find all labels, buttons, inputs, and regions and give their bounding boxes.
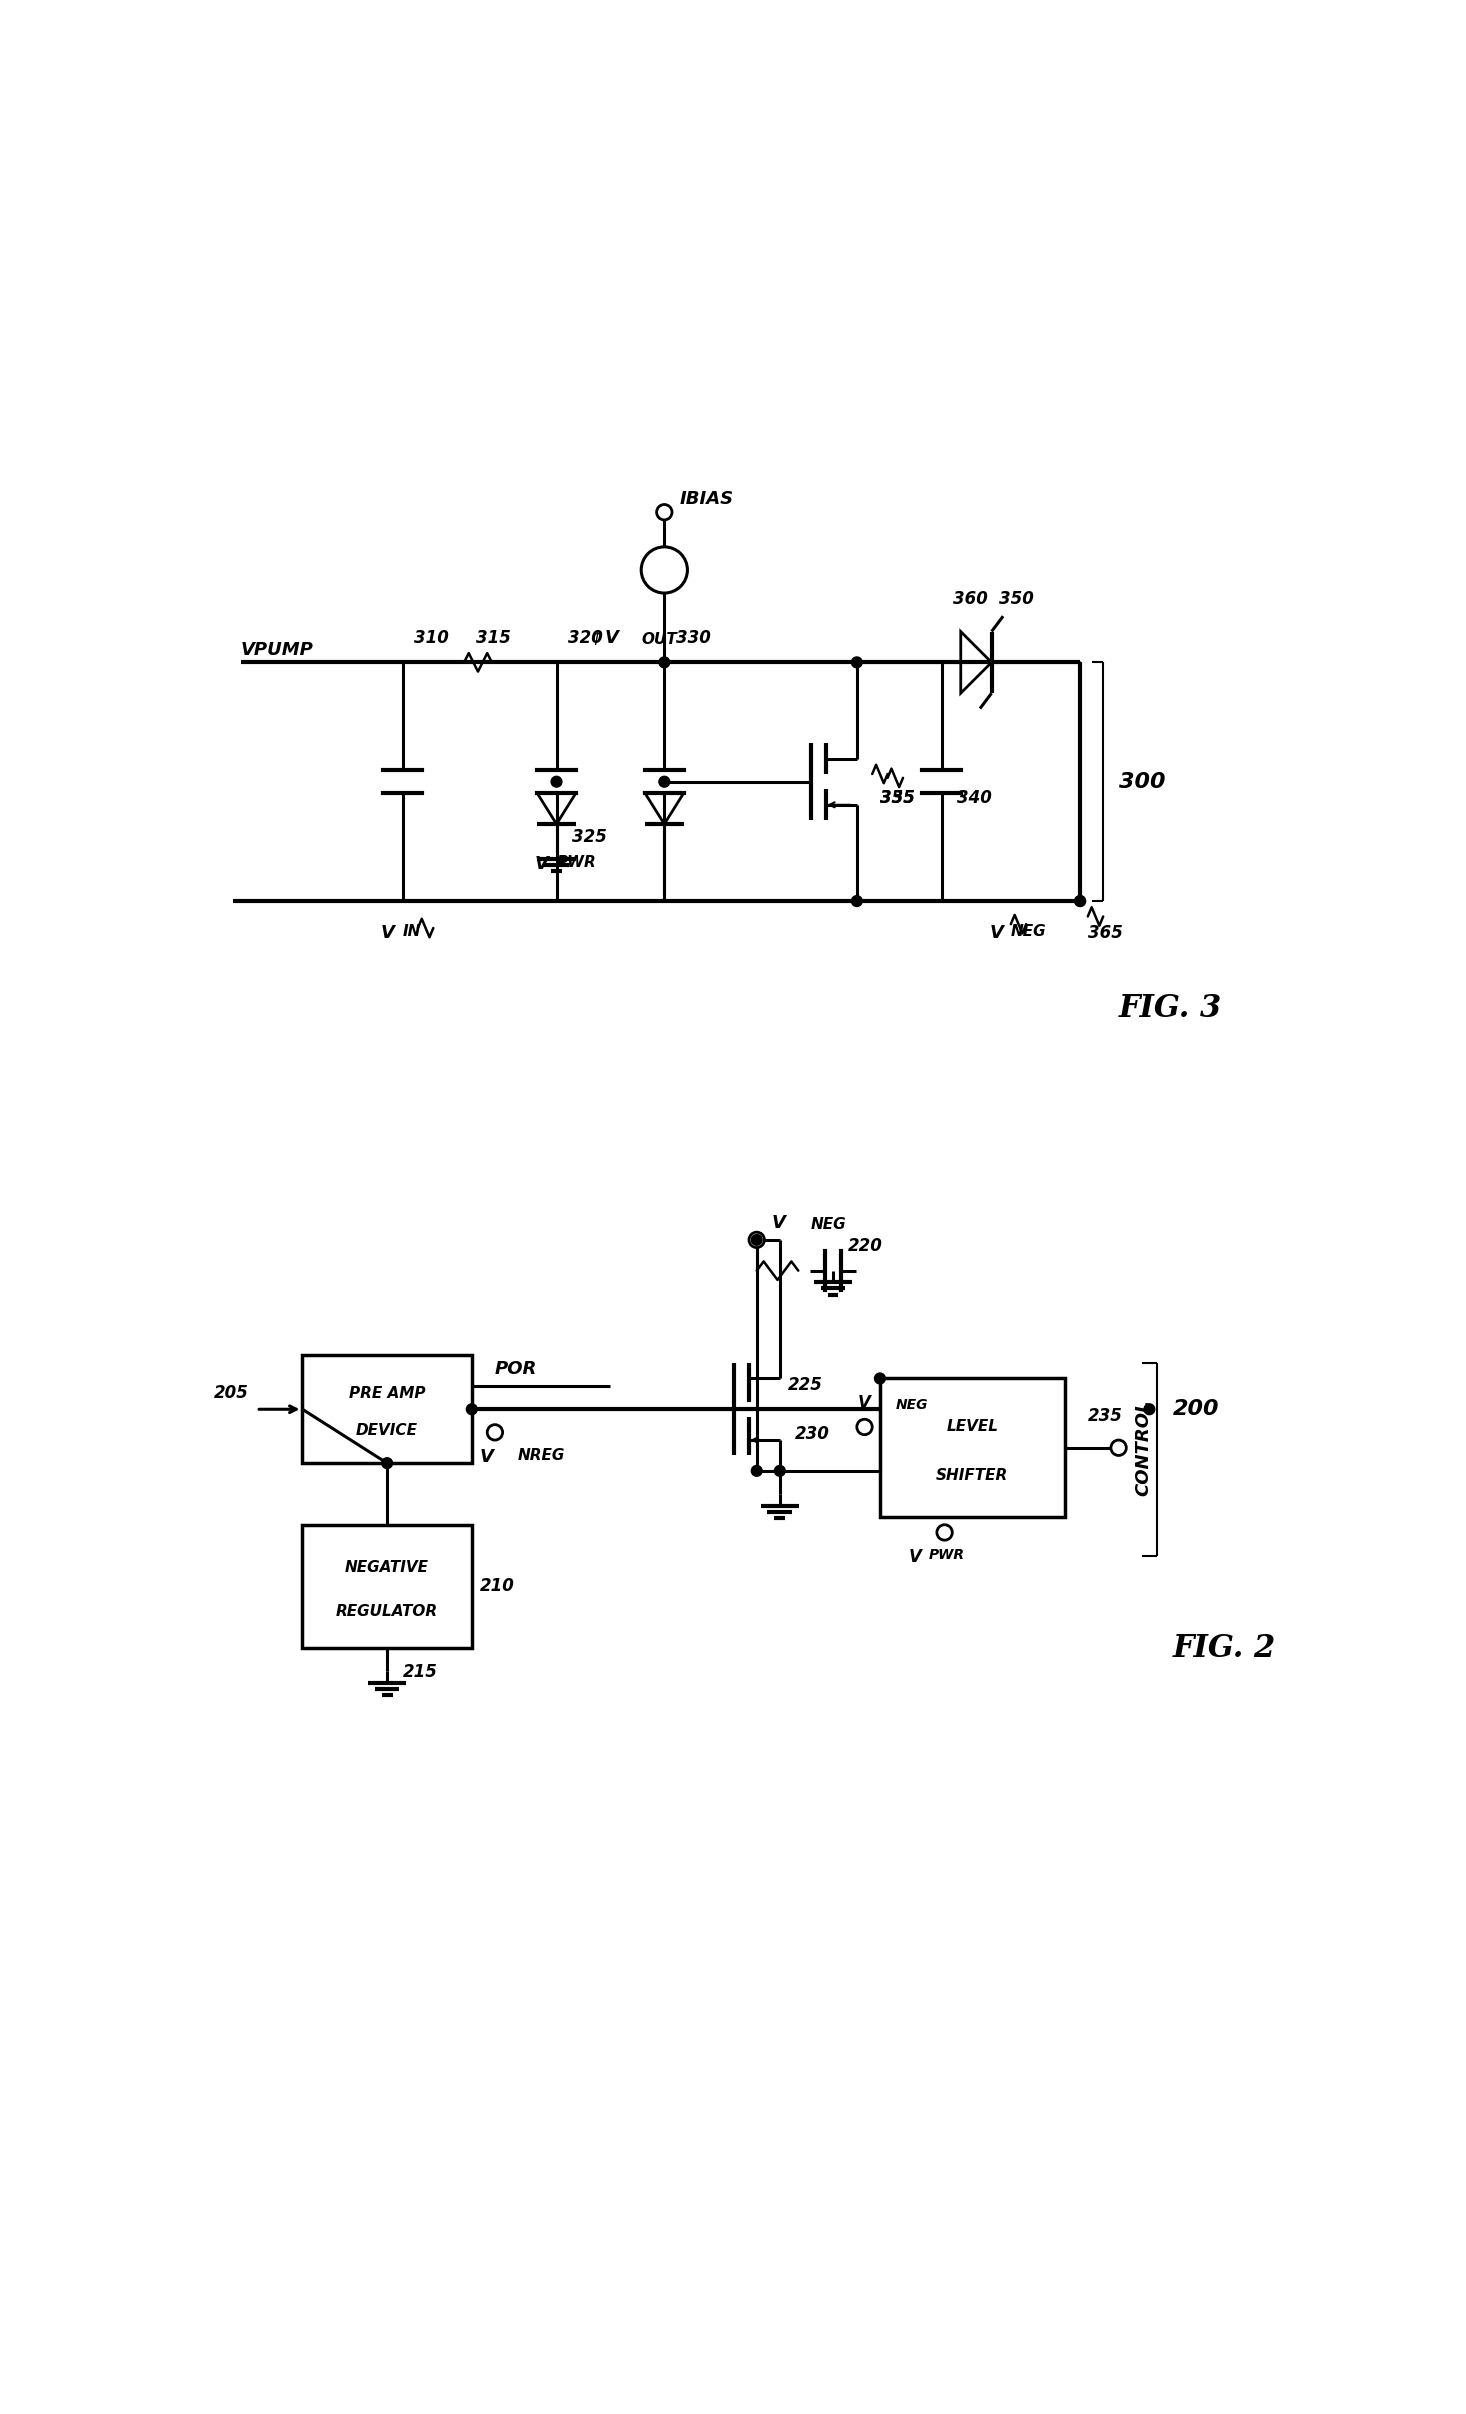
Text: 340: 340 [957, 789, 992, 806]
Text: 355: 355 [880, 789, 915, 806]
Circle shape [856, 1419, 872, 1434]
Text: V: V [858, 1393, 871, 1412]
Text: PWR: PWR [557, 855, 597, 869]
Text: POR: POR [496, 1361, 538, 1378]
Text: NEGATIVE: NEGATIVE [345, 1559, 430, 1576]
Circle shape [657, 505, 671, 519]
Text: 320: 320 [567, 630, 603, 647]
Text: V: V [604, 630, 619, 647]
Text: 220: 220 [849, 1238, 883, 1255]
Text: 200: 200 [1173, 1400, 1220, 1419]
Text: V: V [990, 925, 1003, 941]
Text: 210: 210 [479, 1576, 515, 1596]
Text: V: V [909, 1547, 922, 1567]
Text: PRE AMP: PRE AMP [349, 1386, 425, 1400]
Text: NREG: NREG [517, 1448, 566, 1463]
Text: 350: 350 [1000, 591, 1034, 608]
Circle shape [852, 657, 862, 669]
Circle shape [774, 1465, 786, 1477]
Text: LEVEL: LEVEL [947, 1419, 998, 1434]
Circle shape [658, 777, 670, 787]
Text: 360: 360 [953, 591, 988, 608]
Bar [302, 1354, 472, 1463]
Text: OUT: OUT [641, 632, 677, 647]
Text: PWR: PWR [929, 1547, 965, 1562]
Text: V: V [535, 855, 548, 874]
Circle shape [641, 548, 688, 594]
Text: V: V [381, 925, 394, 941]
Text: 335: 335 [880, 789, 915, 806]
Text: NEG: NEG [811, 1217, 846, 1231]
Text: IBIAS: IBIAS [680, 490, 734, 509]
Bar [880, 1378, 1064, 1516]
Circle shape [1075, 896, 1085, 905]
Text: 300: 300 [1119, 772, 1165, 792]
Text: 235: 235 [1088, 1407, 1123, 1424]
Circle shape [1075, 896, 1085, 905]
Circle shape [852, 896, 862, 905]
Circle shape [466, 1405, 478, 1415]
Text: REGULATOR: REGULATOR [336, 1603, 438, 1617]
Text: VPUMP: VPUMP [240, 640, 314, 659]
Circle shape [1111, 1441, 1126, 1456]
Text: NEG: NEG [896, 1398, 928, 1412]
Circle shape [381, 1458, 393, 1468]
Text: 215: 215 [403, 1663, 437, 1683]
Text: 365: 365 [1088, 925, 1123, 941]
Text: NEG: NEG [1012, 925, 1047, 939]
Circle shape [937, 1526, 953, 1540]
Circle shape [875, 1374, 885, 1383]
Text: 330: 330 [676, 630, 711, 647]
Text: 310: 310 [413, 630, 449, 647]
Circle shape [752, 1465, 762, 1477]
Text: 230: 230 [795, 1424, 830, 1444]
Text: 225: 225 [787, 1376, 822, 1393]
Circle shape [752, 1234, 762, 1246]
Text: 205: 205 [214, 1383, 249, 1403]
Circle shape [487, 1424, 503, 1441]
Circle shape [749, 1231, 764, 1248]
Text: V: V [479, 1448, 494, 1465]
Circle shape [1143, 1405, 1155, 1415]
Circle shape [551, 777, 561, 787]
Text: 325: 325 [572, 828, 607, 845]
Circle shape [658, 657, 670, 669]
Text: 315: 315 [475, 630, 510, 647]
Bar [302, 1526, 472, 1649]
Text: V: V [773, 1214, 786, 1231]
Text: $\phi$: $\phi$ [591, 628, 603, 647]
Text: IN: IN [403, 925, 421, 939]
Text: CONTROL: CONTROL [1135, 1400, 1152, 1497]
Text: DEVICE: DEVICE [356, 1424, 418, 1439]
Text: FIG. 3: FIG. 3 [1119, 995, 1221, 1024]
Text: FIG. 2: FIG. 2 [1173, 1632, 1275, 1663]
Text: SHIFTER: SHIFTER [937, 1468, 1009, 1482]
